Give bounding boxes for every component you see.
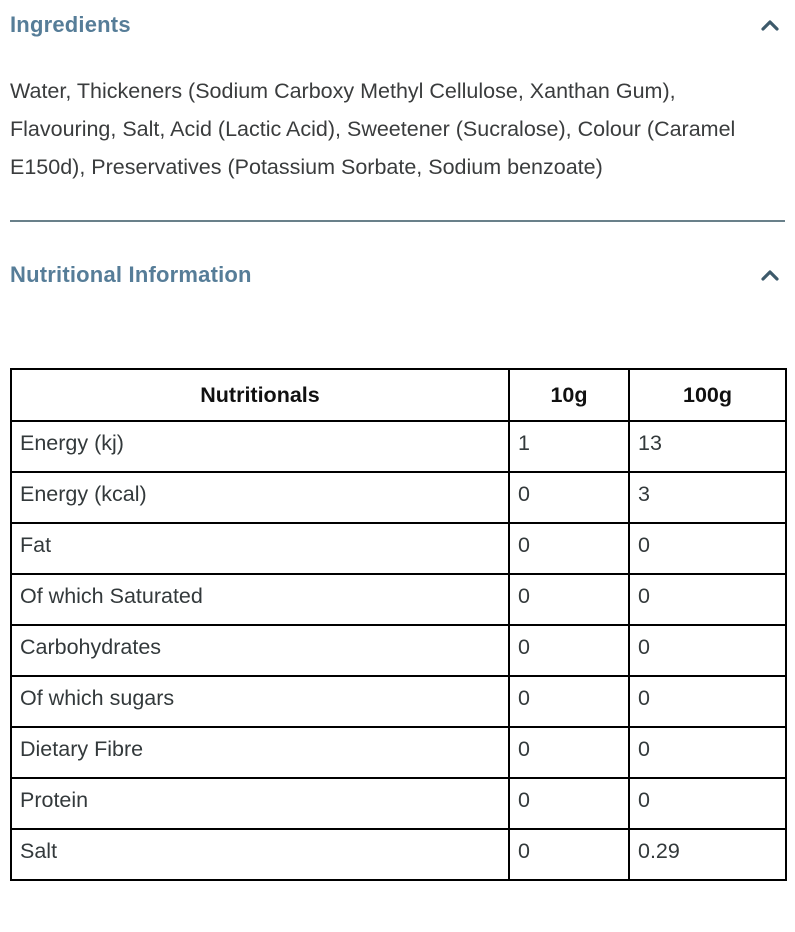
section-divider [10,220,785,222]
table-row: Of which sugars 0 0 [10,675,787,728]
table-header-row: Nutritionals 10g 100g [10,368,787,422]
table-row: Energy (kj) 1 13 [10,420,787,473]
nutrient-value-100g: 0 [628,675,787,728]
nutrient-value-10g: 0 [508,471,630,524]
nutrition-accordion-header[interactable]: Nutritional Information [10,262,785,288]
nutrient-value-10g: 0 [508,573,630,626]
nutrient-value-100g: 0 [628,777,787,830]
product-details-panel: Ingredients Water, Thickeners (Sodium Ca… [10,12,787,881]
nutrient-value-100g: 0 [628,624,787,677]
nutrient-value-100g: 0 [628,573,787,626]
nutrient-label: Energy (kj) [10,420,510,473]
nutrient-value-10g: 0 [508,828,630,881]
nutrient-value-100g: 0 [628,726,787,779]
nutrient-label: Salt [10,828,510,881]
table-row: Carbohydrates 0 0 [10,624,787,677]
nutrient-label: Carbohydrates [10,624,510,677]
nutrient-value-10g: 0 [508,624,630,677]
column-header-nutritionals: Nutritionals [10,368,510,422]
column-header-10g: 10g [508,368,630,422]
table-row: Salt 0 0.29 [10,828,787,881]
nutrient-label: Energy (kcal) [10,471,510,524]
table-row: Fat 0 0 [10,522,787,575]
ingredients-section: Ingredients Water, Thickeners (Sodium Ca… [10,12,785,186]
nutrient-value-10g: 0 [508,675,630,728]
nutrition-section: Nutritional Information Nutritionals 10g… [10,262,787,881]
table-row: Of which Saturated 0 0 [10,573,787,626]
nutrition-section-title: Nutritional Information [10,262,252,287]
nutrient-value-10g: 1 [508,420,630,473]
nutrient-value-10g: 0 [508,777,630,830]
chevron-up-icon[interactable] [761,18,779,32]
column-header-100g: 100g [628,368,787,422]
nutrient-value-100g: 0.29 [628,828,787,881]
table-row: Energy (kcal) 0 3 [10,471,787,524]
nutrient-value-100g: 13 [628,420,787,473]
chevron-up-icon[interactable] [761,268,779,282]
nutrition-table: Nutritionals 10g 100g Energy (kj) 1 13 E… [10,368,787,881]
ingredients-text: Water, Thickeners (Sodium Carboxy Methyl… [10,79,736,179]
ingredients-section-title: Ingredients [10,12,131,37]
nutrient-label: Of which Saturated [10,573,510,626]
nutrient-label: Fat [10,522,510,575]
ingredients-accordion-header[interactable]: Ingredients [10,12,785,38]
nutrient-value-100g: 0 [628,522,787,575]
nutrient-value-100g: 3 [628,471,787,524]
nutrient-label: Protein [10,777,510,830]
nutrient-value-10g: 0 [508,522,630,575]
table-row: Protein 0 0 [10,777,787,830]
table-row: Dietary Fibre 0 0 [10,726,787,779]
nutrient-label: Of which sugars [10,675,510,728]
nutrient-label: Dietary Fibre [10,726,510,779]
nutrient-value-10g: 0 [508,726,630,779]
